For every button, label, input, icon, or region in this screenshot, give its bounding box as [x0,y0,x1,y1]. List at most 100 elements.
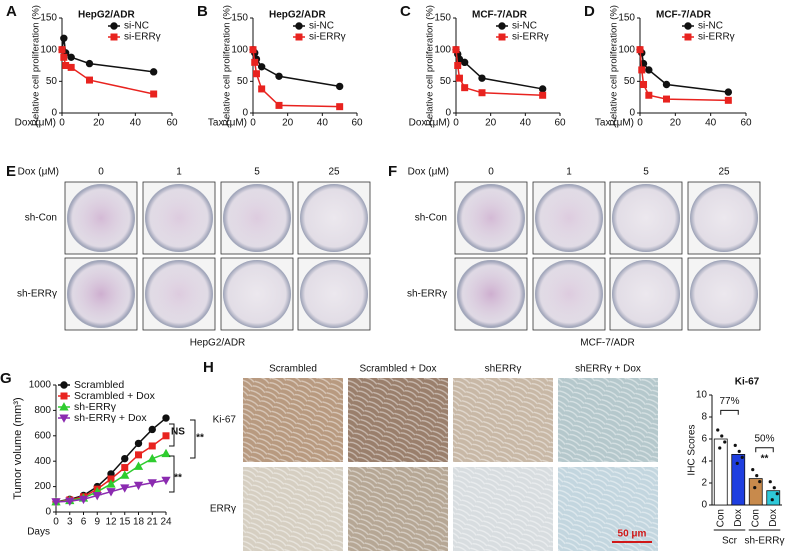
colonies [536,261,602,327]
marker [149,68,158,76]
y-axis-label: IHC Scores [687,424,698,475]
y-tick-label: 100 [231,44,248,55]
marker [724,88,733,96]
x-tick-label: 0 [453,118,459,129]
annotation: 77% [719,396,739,407]
x-tick-label: 21 [147,517,159,528]
row-label: sh-Con [415,213,447,224]
y-tick-label: 10 [696,390,708,401]
x-tick-label: 20 [282,118,294,129]
series-line [252,49,340,108]
chart-title: HepG2/ADR [269,10,326,21]
dot [755,474,759,478]
chart-title: MCF-7/ADR [472,10,528,21]
y-tick-label: 50 [624,76,636,87]
y-tick-label: 4 [701,456,707,467]
x-tick-label: Dox [733,509,744,527]
marker [60,34,68,42]
legend-marker [59,414,69,423]
dot [735,461,739,465]
x-tick-label: 20 [93,118,105,129]
group-label: sh-ERRγ [744,536,784,547]
column-label: shERRγ [485,364,522,375]
panel-letter: C [400,3,411,20]
legend-label: Scrambled [74,379,124,391]
marker [147,479,157,488]
dot [772,486,776,490]
y-tick-label: 2 [701,478,707,489]
dose-label: Dox (μM) [18,167,59,178]
marker [106,488,116,497]
dose: 5 [643,167,649,178]
dot [768,480,772,484]
dot [770,498,774,502]
legend-marker [498,22,506,30]
legend-label: si-NC [309,21,334,32]
legend-label: si-ERRγ [512,32,549,43]
legend-marker [110,22,118,30]
x-tick-label: 40 [520,118,532,129]
marker [85,59,94,68]
dot [718,446,722,450]
marker [120,470,130,479]
series-line [639,49,729,102]
x-tick-label: 60 [351,118,363,129]
legend-marker [295,33,303,41]
marker [252,70,260,78]
chart-title: Ki-67 [735,377,760,388]
y-tick-label: 100 [618,44,635,55]
dose: 1 [566,167,572,178]
colonies [224,185,290,251]
chart-title: MCF-7/ADR [656,10,712,21]
y-tick-label: 0 [445,108,451,119]
annotation: NS [171,427,185,438]
marker [148,442,156,450]
y-tick-label: 0 [242,108,248,119]
column-label: Scrambled [269,364,317,375]
marker [133,481,144,491]
series-line [455,49,543,97]
x-tick-label: 3 [67,517,73,528]
panel-letter: E [6,163,16,180]
legend-label: si-ERRγ [309,32,346,43]
dot [720,434,724,438]
marker [251,58,259,66]
ihc-texture [348,467,448,551]
marker [275,72,283,80]
marker [638,66,646,74]
dose: 1 [176,167,182,178]
colonies [458,185,524,251]
x-tick-label: 40 [317,118,329,129]
legend-marker [60,381,68,389]
marker [335,82,344,91]
marker [148,425,156,434]
well-image [300,260,368,328]
y-tick-label: 200 [34,481,51,492]
dose: 25 [718,167,730,178]
y-axis-label: Relative cell proliferation (%) [425,5,436,126]
x-tick-label: 60 [554,118,566,129]
bracket [169,455,175,493]
legend-marker [295,22,303,30]
marker [539,91,547,99]
colonies [68,261,134,327]
x-tick-label: 24 [160,517,172,528]
row-label: Ki-67 [213,415,237,426]
well-image [300,184,368,252]
marker [134,439,143,448]
series-line [455,49,543,90]
y-tick-label: 0 [701,500,707,511]
y-axis-label: Relative cell proliferation (%) [609,5,620,126]
legend-marker [59,402,69,411]
y-tick-label: 400 [34,456,51,467]
marker [78,495,89,505]
marker [147,453,157,463]
legend-label: si-NC [124,21,149,32]
well-image [612,184,680,252]
cell-line: MCF-7/ADR [580,338,634,349]
panel-letter: G [0,370,12,387]
marker [460,58,469,67]
bar [731,453,746,506]
y-tick-label: 150 [40,13,57,24]
